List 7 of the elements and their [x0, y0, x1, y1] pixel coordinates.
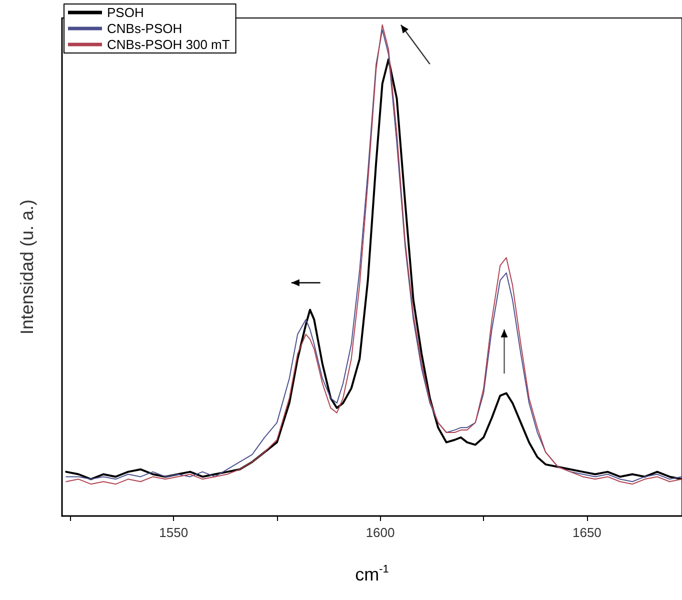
- x-tick-label: 1600: [366, 525, 395, 540]
- legend-label: CNBs-PSOH 300 mT: [107, 37, 230, 52]
- legend-label: CNBs-PSOH: [107, 21, 182, 36]
- x-tick-label: 1550: [159, 525, 188, 540]
- y-axis-title: Intensidad (u. a.): [17, 199, 37, 335]
- legend-label: PSOH: [107, 5, 144, 20]
- x-tick-label: 1650: [572, 525, 602, 540]
